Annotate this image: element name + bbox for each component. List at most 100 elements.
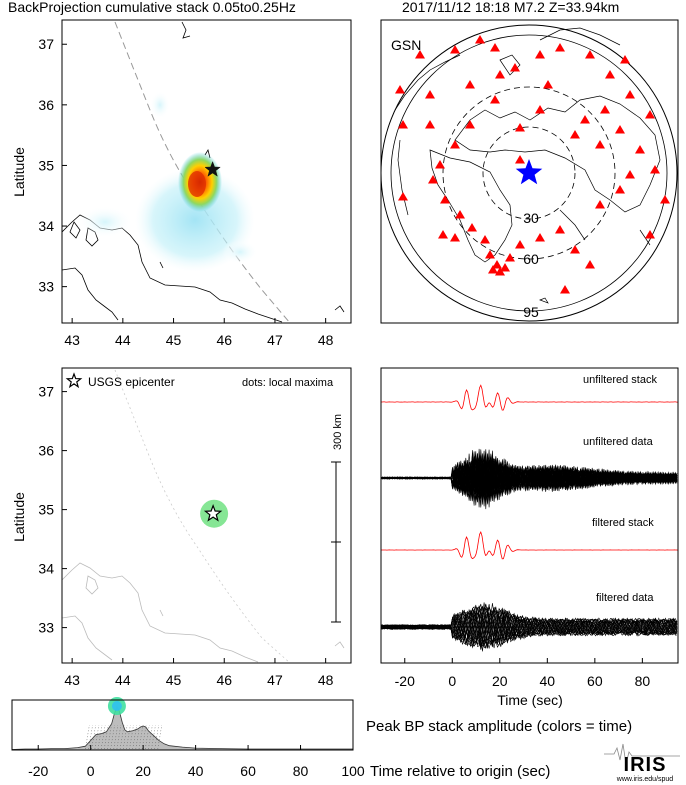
x-tick-label: 100	[341, 763, 365, 779]
station-triangle	[505, 253, 515, 262]
station-triangle	[440, 195, 450, 204]
station-triangle	[455, 210, 465, 219]
x-ticks: 43 44 45 46 47 48	[64, 658, 334, 688]
y-ticks: 33 34 35 36 37	[38, 36, 67, 295]
unfiltered-data-trace	[381, 453, 678, 502]
x-tick-label: 44	[115, 672, 131, 688]
station-triangle	[485, 250, 495, 259]
filtered-stack-trace	[381, 530, 678, 560]
gsn-globe-panel: GSN 30 60 95	[380, 19, 679, 324]
station-triangle	[465, 120, 475, 129]
bp-map-content	[62, 21, 345, 323]
plate-boundary	[114, 369, 291, 663]
station-triangle	[570, 245, 580, 254]
y-tick-label: 35	[38, 502, 54, 518]
station-triangle	[467, 223, 477, 232]
x-tick-label: 0	[87, 763, 95, 779]
legend-dots: dots: local maxima	[242, 377, 334, 389]
waveform-content	[381, 384, 678, 652]
distance-ring-60	[442, 86, 616, 260]
energy-halo	[77, 206, 133, 238]
station-triangle	[650, 165, 660, 174]
x-tick-label: 0	[448, 673, 456, 689]
x-tick-label: 47	[267, 332, 283, 348]
axes-frame	[11, 699, 354, 751]
station-triangle	[398, 120, 408, 129]
x-tick-label: 48	[318, 672, 334, 688]
station-triangle	[398, 192, 408, 201]
filtered-data-trace	[381, 604, 678, 644]
station-triangle	[450, 45, 460, 54]
header-left: BackProjection cumulative stack 0.05to0.…	[8, 0, 296, 15]
y-tick-label: 35	[38, 157, 54, 173]
plot-background	[12, 700, 353, 750]
energy-core	[188, 171, 206, 197]
series-label-filtered-data: filtered data	[596, 592, 654, 604]
station-triangle	[488, 265, 498, 274]
epicenter-star	[203, 504, 223, 522]
series-label-filtered-stack: filtered stack	[592, 517, 654, 529]
station-triangle	[595, 200, 605, 209]
x-tick-label: 43	[64, 672, 80, 688]
station-triangle	[450, 140, 460, 149]
x-tick-label: 47	[267, 672, 283, 688]
epicenter-star	[204, 160, 221, 177]
station-triangle	[615, 125, 625, 134]
coastline	[62, 562, 259, 663]
filtered-data-trace	[381, 602, 678, 643]
station-triangle	[395, 85, 405, 94]
y-tick-label: 33	[38, 620, 54, 636]
station-triangle	[543, 80, 553, 89]
station-triangle	[625, 90, 635, 99]
station-triangle	[490, 43, 500, 52]
station-triangle	[645, 230, 655, 239]
unfiltered-stack-trace	[381, 384, 678, 411]
unfiltered-data-trace	[381, 453, 678, 502]
y-axis-label: Latitude	[11, 147, 27, 197]
x-axis-label: Time (sec)	[497, 692, 563, 708]
station-triangle	[495, 267, 505, 276]
x-tick-label: 46	[216, 672, 232, 688]
bp-map-panel: 43 44 45 46 47 48 33 34 35 36 37 Latitude	[11, 19, 352, 348]
scale-bar-label: 300 km	[332, 414, 344, 450]
continent-outline	[429, 149, 513, 263]
x-ticks: 43 44 45 46 47 48	[64, 318, 334, 348]
station-markers	[395, 35, 670, 294]
logo-url: www.iris.edu/spud	[616, 776, 674, 783]
station-triangle	[580, 115, 590, 124]
energy-halo	[150, 91, 170, 119]
distance-ring-95	[390, 34, 668, 312]
x-tick-label: 46	[216, 332, 232, 348]
station-triangle	[625, 170, 635, 179]
x-tick-label: 20	[135, 763, 151, 779]
station-triangle	[660, 195, 670, 204]
station-triangle	[428, 175, 438, 184]
station-triangle	[425, 90, 435, 99]
continent-outline	[499, 54, 549, 304]
x-ticks: -20 0 20 40 60 80	[395, 658, 651, 689]
x-tick-label: 20	[492, 673, 508, 689]
y-tick-label: 36	[38, 443, 54, 459]
axes-frame	[61, 367, 352, 664]
station-triangle	[570, 130, 580, 139]
x-axis-label: Time relative to origin (sec)	[370, 763, 550, 780]
maxima-map-content	[62, 369, 345, 663]
header-right: 2017/11/12 18:18 M7.2 Z=33.94km	[402, 0, 619, 15]
filtered-data-trace	[381, 606, 678, 649]
legend-epicenter: USGS epicenter	[88, 375, 175, 389]
y-ticks: 33 34 35 36 37	[38, 384, 67, 636]
y-tick-label: 37	[38, 36, 54, 52]
x-tick-label: 80	[635, 673, 651, 689]
amplitude-hatch	[85, 724, 163, 750]
y-tick-label: 33	[38, 279, 54, 295]
station-triangle	[600, 105, 610, 114]
x-tick-label: 60	[587, 673, 603, 689]
epicenter-star	[515, 159, 543, 185]
globe-content	[381, 24, 678, 322]
station-triangle	[415, 50, 425, 59]
x-tick-label: 44	[115, 332, 131, 348]
x-tick-label: -20	[28, 763, 48, 779]
seismogram-icon	[604, 743, 680, 765]
x-tick-label: -20	[395, 673, 415, 689]
panel-title: Peak BP stack amplitude (colors = time)	[366, 718, 632, 735]
